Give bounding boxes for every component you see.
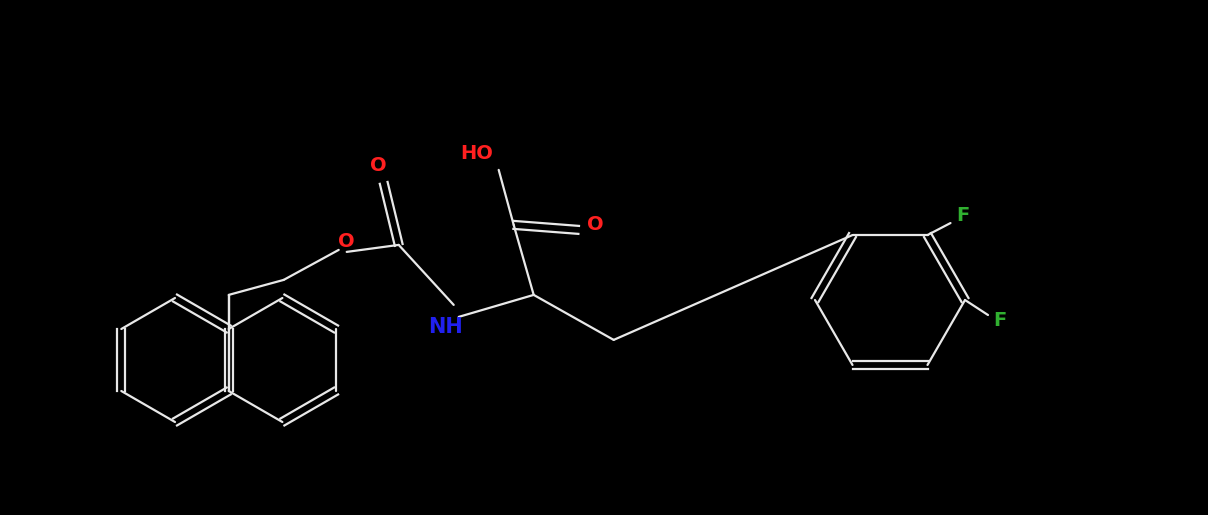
Text: F: F xyxy=(956,205,969,225)
Text: O: O xyxy=(338,232,355,251)
Text: NH: NH xyxy=(429,317,463,337)
Text: O: O xyxy=(371,157,387,176)
Text: F: F xyxy=(993,311,1006,330)
Text: O: O xyxy=(587,215,604,234)
Text: HO: HO xyxy=(460,144,493,163)
